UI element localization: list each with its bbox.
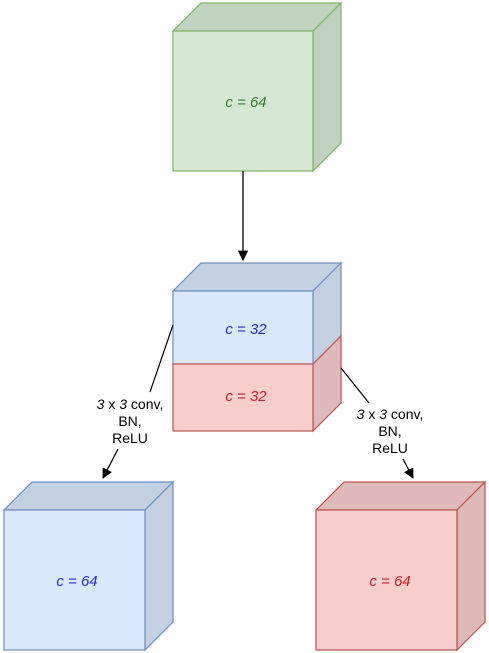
split-cube-top	[171, 262, 343, 292]
right-output-cube-side	[456, 480, 486, 652]
split-top-channel-label: c = 32	[225, 321, 267, 338]
right-output-cube: c = 64	[314, 480, 487, 652]
arrow-to-left-output	[102, 448, 119, 479]
right-path-upper	[340, 367, 370, 404]
svg-text:ReLU: ReLU	[112, 430, 148, 446]
arrow-to-right-output	[402, 458, 414, 479]
left-output-cube: c = 64	[2, 480, 175, 652]
input-channel-label: c = 64	[225, 94, 266, 111]
right-output-channel-label: c = 64	[369, 573, 410, 590]
input-cube-top	[171, 2, 343, 32]
split-cube: c = 32 c = 32	[171, 261, 343, 433]
svg-text:BN,: BN,	[118, 413, 141, 429]
svg-text:ReLU: ReLU	[372, 440, 408, 456]
input-cube-side	[312, 1, 342, 173]
split-top-block	[172, 290, 314, 365]
left-output-cube-top	[2, 481, 175, 511]
left-path-upper	[149, 324, 174, 393]
right-operation-label: 3 x 3 conv, BN, ReLU	[357, 406, 424, 456]
split-bottom-block	[172, 363, 314, 432]
input-cube-front	[172, 30, 314, 172]
left-output-cube-side	[144, 480, 174, 652]
left-output-channel-label: c = 64	[56, 573, 97, 590]
svg-text:3 x 3 conv,: 3 x 3 conv,	[357, 406, 424, 422]
svg-text:3 x 3 conv,: 3 x 3 conv,	[97, 396, 164, 412]
left-output-cube-front	[3, 509, 146, 651]
input-cube: c = 64	[171, 1, 343, 173]
svg-text:BN,: BN,	[378, 423, 401, 439]
right-output-cube-top	[314, 481, 487, 511]
split-bottom-channel-label: c = 32	[225, 388, 267, 405]
left-operation-label: 3 x 3 conv, BN, ReLU	[97, 396, 164, 446]
right-output-cube-front	[315, 509, 458, 651]
